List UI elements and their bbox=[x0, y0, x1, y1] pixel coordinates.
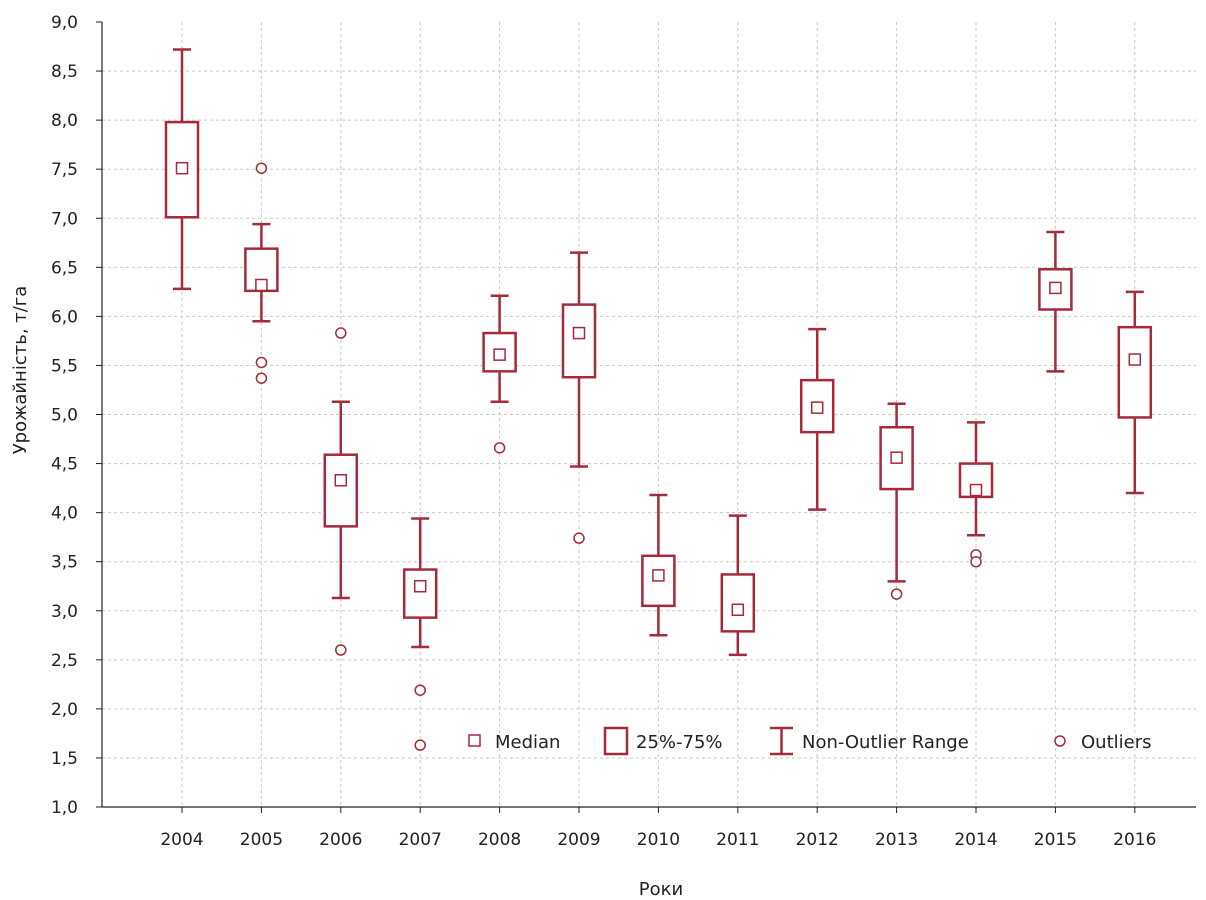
box-iqr bbox=[323, 453, 359, 528]
x-tick-label: 2012 bbox=[796, 830, 839, 850]
y-tick-label: 5,0 bbox=[51, 406, 78, 426]
legend-outlier-icon bbox=[1054, 735, 1066, 747]
box-2008 bbox=[482, 294, 517, 454]
median-marker bbox=[652, 569, 665, 582]
median-marker bbox=[493, 348, 506, 361]
x-tick-label: 2007 bbox=[399, 830, 442, 850]
box-series bbox=[164, 48, 1153, 751]
outlier-point bbox=[970, 555, 982, 568]
y-tick-label: 9,0 bbox=[51, 13, 78, 33]
legend-box-label: 25%-75% bbox=[636, 732, 723, 753]
outlier-point bbox=[255, 372, 268, 384]
y-tick-label: 5,5 bbox=[51, 356, 78, 376]
box-iqr bbox=[1117, 325, 1153, 419]
x-axis-ticks: 2004 2005 2006 2007 2008 2009 2010 2011 2012 2013… bbox=[160, 807, 1156, 850]
legend-median-icon bbox=[468, 734, 481, 747]
x-tick-label: 2009 bbox=[557, 830, 600, 850]
legend-outliers-label: Outliers bbox=[1081, 732, 1152, 753]
legend-box-icon bbox=[603, 726, 629, 756]
box-2013 bbox=[879, 402, 914, 600]
box-2015 bbox=[1038, 230, 1073, 373]
outlier-point bbox=[335, 644, 347, 656]
box-iqr bbox=[1038, 268, 1073, 311]
box-2014 bbox=[958, 421, 994, 568]
median-marker bbox=[1128, 353, 1142, 366]
y-tick-label: 1,5 bbox=[51, 749, 78, 769]
outlier-point bbox=[255, 162, 268, 174]
y-tick-label: 4,0 bbox=[51, 504, 78, 524]
y-tick-label: 8,0 bbox=[51, 111, 78, 131]
y-tick-label: 2,0 bbox=[51, 700, 78, 720]
grid-lines bbox=[102, 22, 1196, 807]
x-tick-label: 2013 bbox=[875, 830, 918, 850]
outlier-point bbox=[335, 327, 347, 339]
legend-range-label: Non-Outlier Range bbox=[802, 732, 969, 753]
box-2007 bbox=[402, 517, 438, 751]
box-2011 bbox=[720, 514, 756, 657]
box-2012 bbox=[799, 327, 835, 511]
x-tick-label: 2010 bbox=[637, 830, 680, 850]
y-axis-ticks: 1,0 1,5 2,0 2,5 3,0 3,5 4,0 4,5 5,0 5,5 6,0 6,5 7,0 7… bbox=[51, 13, 102, 818]
box-2004 bbox=[164, 48, 200, 291]
x-tick-label: 2006 bbox=[319, 830, 362, 850]
box-2010 bbox=[641, 493, 676, 637]
x-tick-label: 2005 bbox=[240, 830, 283, 850]
y-tick-label: 6,0 bbox=[51, 307, 78, 327]
y-tick-label: 8,5 bbox=[51, 62, 78, 82]
y-tick-label: 1,0 bbox=[51, 798, 78, 818]
median-marker bbox=[175, 161, 189, 175]
outlier-point bbox=[255, 356, 268, 369]
outlier-point bbox=[414, 684, 426, 696]
box-2005 bbox=[244, 162, 279, 384]
box-iqr bbox=[720, 573, 756, 633]
x-tick-label: 2008 bbox=[478, 830, 521, 850]
x-tick-label: 2004 bbox=[160, 830, 203, 850]
median-marker bbox=[810, 401, 824, 414]
box-2016 bbox=[1117, 290, 1153, 495]
median-marker bbox=[255, 278, 268, 292]
y-tick-label: 7,5 bbox=[51, 160, 78, 180]
box-2006 bbox=[323, 327, 359, 656]
x-tick-label: 2014 bbox=[954, 830, 997, 850]
outlier-point bbox=[573, 532, 585, 544]
y-tick-label: 2,5 bbox=[51, 651, 78, 671]
x-tick-label: 2011 bbox=[716, 830, 759, 850]
outlier-point bbox=[493, 442, 506, 454]
y-tick-label: 3,5 bbox=[51, 553, 78, 573]
axes bbox=[101, 22, 1196, 808]
median-marker bbox=[413, 579, 427, 593]
y-axis-label: Урожайність, т/га bbox=[10, 286, 31, 455]
box-2009 bbox=[561, 251, 597, 544]
outlier-point bbox=[890, 588, 903, 600]
box-iqr bbox=[799, 378, 835, 434]
x-axis-label: Роки bbox=[639, 879, 683, 900]
outlier-point bbox=[414, 739, 426, 751]
y-tick-label: 6,5 bbox=[51, 258, 78, 278]
median-marker bbox=[334, 473, 348, 487]
x-tick-label: 2016 bbox=[1113, 830, 1156, 850]
median-marker bbox=[890, 451, 903, 464]
legend: Median 25%-75% Non-Outlier Range Outlier… bbox=[468, 726, 1152, 756]
median-marker bbox=[1049, 281, 1062, 295]
x-tick-label: 2015 bbox=[1034, 830, 1077, 850]
box-iqr bbox=[561, 303, 597, 379]
y-tick-label: 4,5 bbox=[51, 455, 78, 475]
legend-median-label: Median bbox=[495, 732, 560, 753]
legend-range-icon bbox=[770, 726, 793, 756]
median-marker bbox=[969, 483, 983, 497]
median-marker bbox=[731, 603, 745, 617]
y-tick-label: 7,0 bbox=[51, 209, 78, 229]
box-iqr bbox=[402, 568, 438, 619]
y-tick-label: 3,0 bbox=[51, 602, 78, 622]
median-marker bbox=[572, 326, 586, 340]
